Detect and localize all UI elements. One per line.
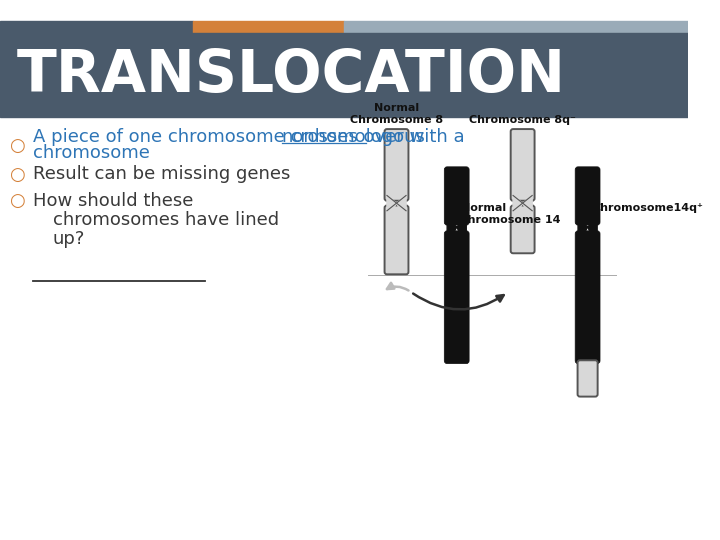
- Text: A piece of one chromosome crosses over with a: A piece of one chromosome crosses over w…: [33, 128, 471, 146]
- Polygon shape: [387, 195, 397, 211]
- Text: ○: ○: [9, 137, 25, 155]
- FancyBboxPatch shape: [510, 206, 534, 253]
- Bar: [0, 21, 193, 33]
- Text: TRANSLOCATION: TRANSLOCATION: [17, 46, 566, 104]
- Polygon shape: [456, 219, 467, 235]
- Polygon shape: [447, 219, 456, 235]
- Text: nonhomologous: nonhomologous: [282, 128, 426, 146]
- Polygon shape: [588, 219, 597, 235]
- Polygon shape: [523, 195, 532, 211]
- Polygon shape: [397, 195, 406, 211]
- Text: chromosome: chromosome: [33, 144, 150, 163]
- Polygon shape: [513, 195, 523, 211]
- Text: Normal
chromosome 14: Normal chromosome 14: [462, 203, 561, 225]
- FancyBboxPatch shape: [444, 231, 469, 363]
- Text: Chromosome 8q⁻: Chromosome 8q⁻: [469, 115, 576, 125]
- FancyBboxPatch shape: [444, 167, 469, 225]
- Bar: [193, 21, 344, 33]
- Bar: [344, 21, 688, 33]
- FancyBboxPatch shape: [575, 167, 600, 225]
- Text: Normal
Chromosome 8: Normal Chromosome 8: [350, 103, 443, 125]
- FancyBboxPatch shape: [575, 231, 600, 363]
- Text: Result can be missing genes: Result can be missing genes: [33, 165, 291, 184]
- FancyBboxPatch shape: [510, 129, 534, 201]
- Text: chromosomes have lined: chromosomes have lined: [53, 211, 279, 230]
- Text: ○: ○: [9, 192, 25, 210]
- Polygon shape: [578, 219, 588, 235]
- FancyBboxPatch shape: [384, 206, 408, 274]
- Text: How should these: How should these: [33, 192, 194, 210]
- Text: Chromosome14q⁺: Chromosome14q⁺: [593, 203, 703, 213]
- Bar: [0, 33, 688, 117]
- FancyBboxPatch shape: [577, 360, 598, 396]
- FancyBboxPatch shape: [384, 129, 408, 201]
- Text: ○: ○: [9, 165, 25, 184]
- Text: up?: up?: [53, 231, 85, 248]
